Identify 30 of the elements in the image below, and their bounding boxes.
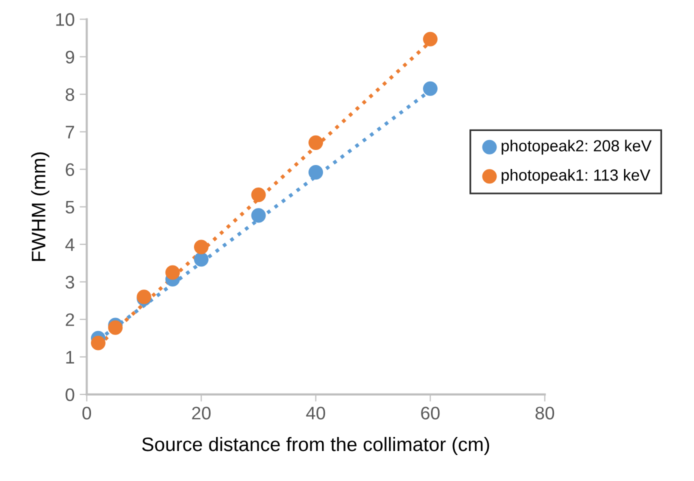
y-tick-label: 4 xyxy=(65,238,74,251)
y-tick-label: 6 xyxy=(66,163,74,176)
y-tick-label: 10 xyxy=(56,13,74,26)
y-tick-label: 3 xyxy=(66,276,74,289)
point xyxy=(422,32,438,46)
x-tick-label: 0 xyxy=(82,406,92,420)
y-tick-label: 8 xyxy=(66,88,74,101)
x-tick-label: 60 xyxy=(421,406,440,420)
x-axis-title: Source distance from the collimator (cm) xyxy=(142,436,490,456)
point xyxy=(251,208,266,223)
point xyxy=(90,336,106,350)
point xyxy=(165,265,180,280)
x-tick-label: 20 xyxy=(192,406,211,420)
point xyxy=(308,135,324,150)
x-tick-label: 80 xyxy=(536,406,554,420)
y-tick-label: 9 xyxy=(66,50,74,64)
point xyxy=(194,240,209,254)
y-axis-title: FWHM (mm) xyxy=(31,152,50,261)
point xyxy=(308,165,324,180)
y-tick-label: 5 xyxy=(66,200,74,214)
legend-label: photopeak2: 208 keV xyxy=(502,140,652,155)
y-tick-label: 7 xyxy=(66,126,74,138)
x-tick-label: 40 xyxy=(306,406,326,420)
point xyxy=(422,81,438,96)
y-tick-label: 0 xyxy=(66,388,74,402)
point xyxy=(194,252,209,267)
legend-label: photopeak1: 113 keV xyxy=(502,168,650,184)
y-tick-label: 2 xyxy=(66,313,74,326)
point xyxy=(251,188,266,202)
y-tick-label: 1 xyxy=(66,351,74,364)
